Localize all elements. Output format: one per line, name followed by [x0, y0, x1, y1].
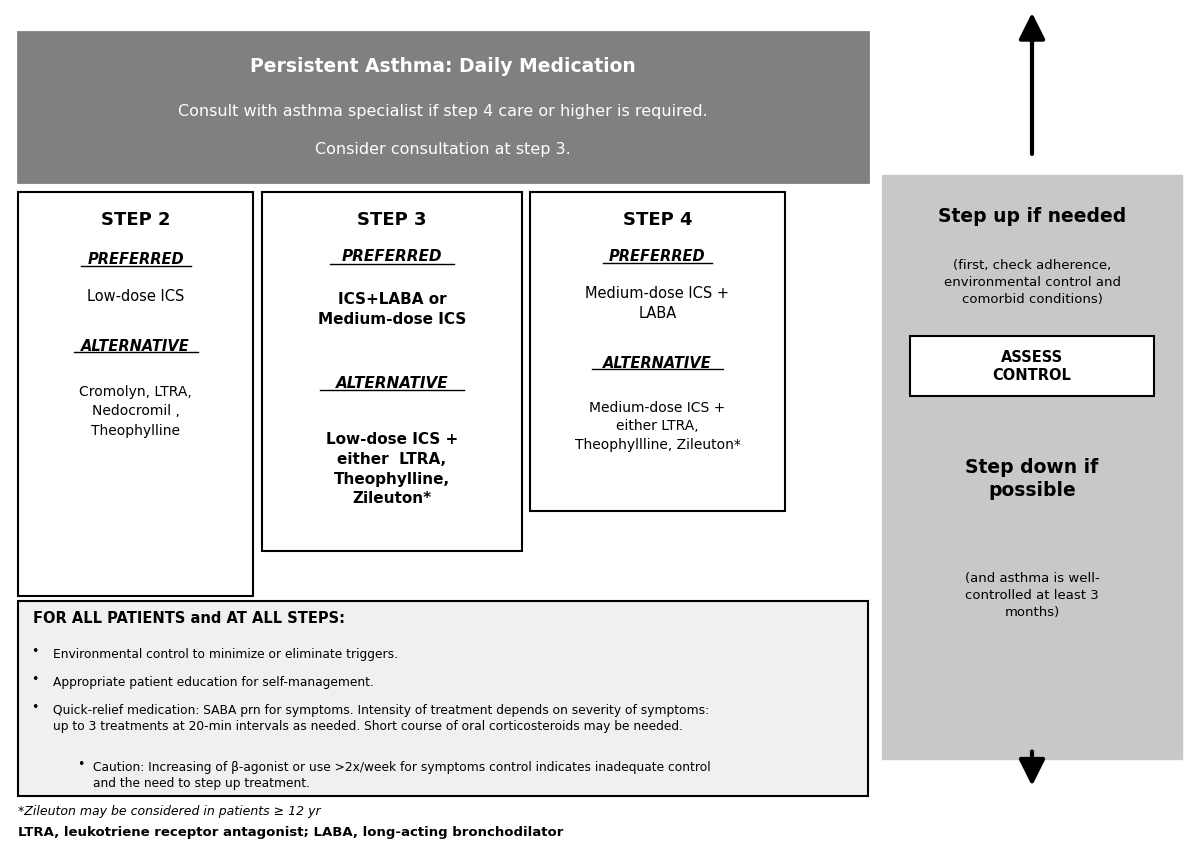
Text: STEP 4: STEP 4: [623, 210, 692, 229]
FancyBboxPatch shape: [910, 337, 1154, 397]
Text: (and asthma is well-
controlled at least 3
months): (and asthma is well- controlled at least…: [965, 573, 1099, 620]
Text: STEP 2: STEP 2: [101, 210, 170, 229]
Text: FOR ALL PATIENTS and AT ALL STEPS:: FOR ALL PATIENTS and AT ALL STEPS:: [32, 611, 346, 626]
Text: Environmental control to minimize or eliminate triggers.: Environmental control to minimize or eli…: [53, 647, 398, 661]
Text: PREFERRED: PREFERRED: [88, 252, 184, 267]
Text: •: •: [77, 758, 85, 770]
Text: Step up if needed: Step up if needed: [938, 207, 1126, 226]
Text: PREFERRED: PREFERRED: [610, 249, 706, 264]
Text: ALTERNATIVE: ALTERNATIVE: [604, 356, 712, 370]
Text: Persistent Asthma: Daily Medication: Persistent Asthma: Daily Medication: [250, 57, 636, 77]
Text: Consider consultation at step 3.: Consider consultation at step 3.: [316, 142, 571, 157]
Text: •: •: [31, 645, 38, 658]
Text: Low-dose ICS +
either  LTRA,
Theophylline,
Zileuton*: Low-dose ICS + either LTRA, Theophylline…: [326, 432, 458, 506]
Text: ALTERNATIVE: ALTERNATIVE: [82, 338, 190, 354]
Text: Consult with asthma specialist if step 4 care or higher is required.: Consult with asthma specialist if step 4…: [178, 104, 708, 120]
FancyBboxPatch shape: [882, 174, 1182, 759]
Text: Low-dose ICS: Low-dose ICS: [86, 289, 184, 304]
FancyBboxPatch shape: [18, 601, 868, 796]
FancyBboxPatch shape: [530, 192, 785, 511]
Text: (first, check adherence,
environmental control and
comorbid conditions): (first, check adherence, environmental c…: [943, 259, 1121, 306]
Text: Caution: Increasing of β-agonist or use >2x/week for symptoms control indicates : Caution: Increasing of β-agonist or use …: [94, 760, 710, 790]
Text: •: •: [31, 701, 38, 714]
Text: Cromolyn, LTRA,
Nedocromil ,
Theophylline: Cromolyn, LTRA, Nedocromil , Theophyllin…: [79, 385, 192, 438]
Text: Medium-dose ICS +
LABA: Medium-dose ICS + LABA: [586, 286, 730, 321]
Text: *Zileuton may be considered in patients ≥ 12 yr: *Zileuton may be considered in patients …: [18, 805, 320, 818]
Text: ALTERNATIVE: ALTERNATIVE: [336, 376, 449, 391]
FancyBboxPatch shape: [18, 192, 253, 596]
Text: Medium-dose ICS +
either LTRA,
Theophyllline, Zileuton*: Medium-dose ICS + either LTRA, Theophyll…: [575, 401, 740, 451]
Text: Step down if
possible: Step down if possible: [965, 458, 1099, 500]
Text: ASSESS
CONTROL: ASSESS CONTROL: [992, 349, 1072, 383]
FancyBboxPatch shape: [262, 192, 522, 551]
Text: ICS+LABA or
Medium-dose ICS: ICS+LABA or Medium-dose ICS: [318, 292, 466, 327]
Text: PREFERRED: PREFERRED: [342, 249, 443, 264]
FancyBboxPatch shape: [18, 32, 868, 182]
Text: STEP 3: STEP 3: [358, 210, 427, 229]
Text: •: •: [31, 673, 38, 686]
Text: Appropriate patient education for self-management.: Appropriate patient education for self-m…: [53, 676, 374, 689]
Text: LTRA, leukotriene receptor antagonist; LABA, long-acting bronchodilator: LTRA, leukotriene receptor antagonist; L…: [18, 825, 563, 839]
Text: Quick-relief medication: SABA prn for symptoms. Intensity of treatment depends o: Quick-relief medication: SABA prn for sy…: [53, 704, 709, 733]
